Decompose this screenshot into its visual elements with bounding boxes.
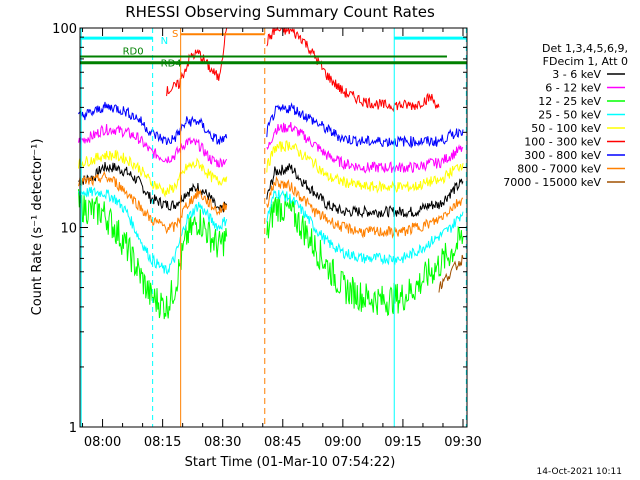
legend-header: FDecim 1, Att 0 bbox=[543, 55, 628, 68]
annotation-label: RD0 bbox=[123, 47, 144, 58]
series-3 bbox=[78, 186, 464, 275]
series-line bbox=[266, 175, 464, 239]
x-tick-label: 08:30 bbox=[204, 435, 241, 450]
x-tick-label: 09:30 bbox=[444, 435, 481, 450]
series-1 bbox=[78, 122, 464, 174]
legend-entry-label: 300 - 800 keV bbox=[524, 149, 601, 162]
series-line bbox=[78, 186, 228, 275]
series-line bbox=[266, 26, 440, 113]
series-line bbox=[266, 102, 464, 149]
y-tick-label: 10 bbox=[60, 222, 77, 237]
series-line bbox=[166, 27, 228, 97]
y-axis-label: Count Rate (s⁻¹ detector⁻¹) bbox=[30, 139, 45, 316]
legend-entry-label: 800 - 7000 keV bbox=[517, 163, 601, 176]
series-line bbox=[78, 170, 228, 235]
series-8 bbox=[438, 254, 464, 293]
series-5 bbox=[166, 26, 440, 113]
chart-title: RHESSI Observing Summary Count Rates bbox=[125, 3, 435, 21]
legend-entry-label: 50 - 100 keV bbox=[531, 122, 601, 135]
legend-entry-label: 12 - 25 keV bbox=[538, 95, 601, 108]
x-axis-label: Start Time (01-Mar-10 07:54:22) bbox=[185, 455, 396, 470]
x-tick-label: 08:00 bbox=[84, 435, 121, 450]
legend: Det 1,3,4,5,6,9,FDecim 1, Att 03 - 6 keV… bbox=[503, 42, 628, 189]
legend-entry-label: 3 - 6 keV bbox=[552, 68, 601, 81]
x-tick-label: 09:00 bbox=[324, 435, 361, 450]
legend-entry-label: 7000 - 15000 keV bbox=[503, 176, 601, 189]
series-7 bbox=[78, 170, 464, 239]
annotation-label: N bbox=[161, 36, 168, 47]
series-line bbox=[266, 122, 464, 174]
series-line bbox=[78, 123, 228, 168]
y-tick-label: 1 bbox=[69, 421, 77, 436]
series-line bbox=[266, 193, 464, 317]
footer-date: 14-Oct-2021 10:11 bbox=[537, 467, 622, 477]
legend-entry-label: 25 - 50 keV bbox=[538, 109, 601, 122]
x-tick-label: 08:15 bbox=[144, 435, 181, 450]
legend-entry-label: 6 - 12 keV bbox=[545, 82, 601, 95]
series-line bbox=[266, 140, 464, 194]
series-line bbox=[266, 163, 464, 219]
series-line bbox=[438, 254, 464, 293]
series-line bbox=[266, 189, 464, 266]
legend-entry-label: 100 - 300 keV bbox=[524, 136, 601, 149]
series-layer bbox=[78, 26, 464, 320]
y-tick-label: 100 bbox=[52, 22, 77, 37]
legend-header: Det 1,3,4,5,6,9, bbox=[542, 42, 628, 55]
x-tick-label: 08:45 bbox=[264, 435, 301, 450]
annotation-label: RD4 bbox=[161, 59, 182, 70]
axis-layer: 1 10 100 08:00 08:15 08:30 08:45 09:00 09:15 09:3… bbox=[52, 22, 482, 450]
annotation-label: S bbox=[172, 29, 178, 40]
x-tick-label: 09:15 bbox=[384, 435, 421, 450]
